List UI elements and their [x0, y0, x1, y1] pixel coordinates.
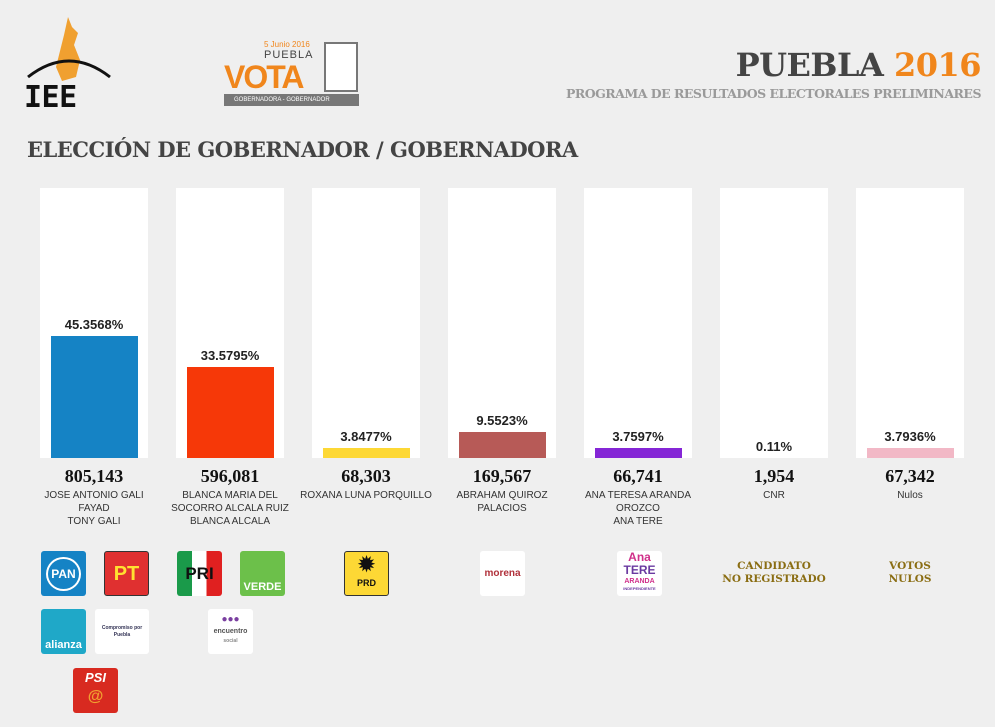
bar-column: 33.5795% — [176, 188, 284, 458]
candidate-name-line: Nulos — [897, 490, 923, 501]
candidate-name-line: BLANCA MARIA DEL — [182, 490, 278, 501]
candidate-name-line: ROXANA LUNA PORQUILLO — [300, 490, 432, 501]
page-title: PUEBLA 2016 — [735, 46, 982, 84]
bar-column: 3.7936% — [856, 188, 964, 458]
section-title: ELECCIÓN DE GOBERNADOR / GOBERNADORA — [27, 137, 578, 162]
bar-column: 0.11% — [720, 188, 828, 458]
vote-count: 596,081 — [200, 466, 260, 486]
sun-icon: ✹ — [358, 554, 375, 576]
candidate-name-line: ANA TERESA ARANDA — [585, 490, 691, 501]
prd-logo: ✹ PRD — [344, 551, 389, 596]
pan-logo: PAN — [41, 551, 86, 596]
iee-logo-text: IEE — [24, 80, 77, 115]
bar-column: 45.3568% — [40, 188, 148, 458]
candidate-name-line: JOSE ANTONIO GALI — [44, 490, 144, 501]
candidate-name: ANA TERESA ARANDA OROZCO ANA TERE — [570, 489, 706, 528]
candidate-name-line: FAYAD — [78, 503, 110, 514]
candidate-name-line: TONY GALI — [67, 516, 121, 527]
candidate-name: Nulos — [842, 489, 978, 502]
candidate-name-line: CNR — [763, 490, 785, 501]
encuentro-dots-icon: ●●● — [221, 614, 240, 625]
pri-logo: PRI — [177, 551, 222, 596]
percent-label: 45.3568% — [64, 316, 124, 332]
candidate-name: ROXANA LUNA PORQUILLO — [298, 489, 434, 502]
nueva-alianza-logo: alianza — [41, 609, 86, 654]
candidate-name-line: OROZCO — [616, 503, 660, 514]
vote-count: 67,342 — [885, 466, 935, 486]
percent-label: 3.7597% — [612, 428, 664, 444]
candidate-name-line: ABRAHAM QUIROZ — [456, 490, 548, 501]
vote-count: 169,567 — [472, 466, 532, 486]
bar — [595, 447, 682, 458]
bar-column: 3.7597% — [584, 188, 692, 458]
page-subtitle: PROGRAMA DE RESULTADOS ELECTORALES PRELI… — [565, 86, 982, 101]
candidate-name-line: SOCORRO ALCALA RUIZ — [171, 503, 289, 514]
iee-logo: IEE — [22, 15, 117, 117]
vote-count: 1,954 — [753, 466, 795, 486]
bar — [323, 447, 410, 458]
ballot-box-icon — [324, 42, 358, 92]
bar-column: 9.5523% — [448, 188, 556, 458]
candidate-name: ABRAHAM QUIROZ PALACIOS — [434, 489, 570, 515]
vote-count: 66,741 — [613, 466, 663, 486]
candidate-name: CNR — [706, 489, 842, 502]
percent-label: 33.5795% — [200, 348, 260, 364]
vote-count: 68,303 — [341, 466, 391, 486]
candidate-name-line: BLANCA ALCALA — [189, 516, 271, 527]
compromiso-por-puebla-logo: Compromiso por Puebla — [95, 609, 149, 654]
bar — [187, 367, 274, 458]
encuentro-social-logo: ●●● encuentro social — [208, 609, 253, 654]
bar — [51, 335, 138, 458]
candidate-name-line: ANA TERE — [613, 516, 663, 527]
vote-count: 805,143 — [64, 466, 124, 486]
percent-label: 3.7936% — [884, 428, 936, 444]
candidate-name: JOSE ANTONIO GALI FAYAD TONY GALI — [26, 489, 162, 528]
candidate-name-line: PALACIOS — [477, 503, 527, 514]
puebla-vota-logo: 5 Junio 2016 PUEBLA VOTA GOBERNADORA - G… — [224, 40, 359, 106]
candidate-name: BLANCA MARIA DEL SOCORRO ALCALA RUIZ BLANC… — [162, 489, 298, 528]
swirl-icon: @ — [87, 688, 104, 705]
verde-logo: VERDE — [240, 551, 285, 596]
morena-logo: morena — [480, 551, 525, 596]
ana-tere-logo: Ana TERE ARANDA INDEPENDIENTE — [617, 551, 662, 596]
percent-label: 9.5523% — [476, 413, 528, 429]
percent-label: 0.11% — [755, 438, 793, 454]
nulos-label: VOTOS NULOS — [888, 560, 932, 585]
pt-logo: PT — [104, 551, 149, 596]
bar — [459, 432, 546, 458]
psi-logo: PSI @ — [73, 668, 118, 713]
bar-column: 3.8477% — [312, 188, 420, 458]
percent-label: 3.8477% — [340, 428, 392, 444]
bar — [867, 447, 954, 458]
cnr-label: CANDIDATO NO REGISTRADO — [722, 560, 826, 585]
